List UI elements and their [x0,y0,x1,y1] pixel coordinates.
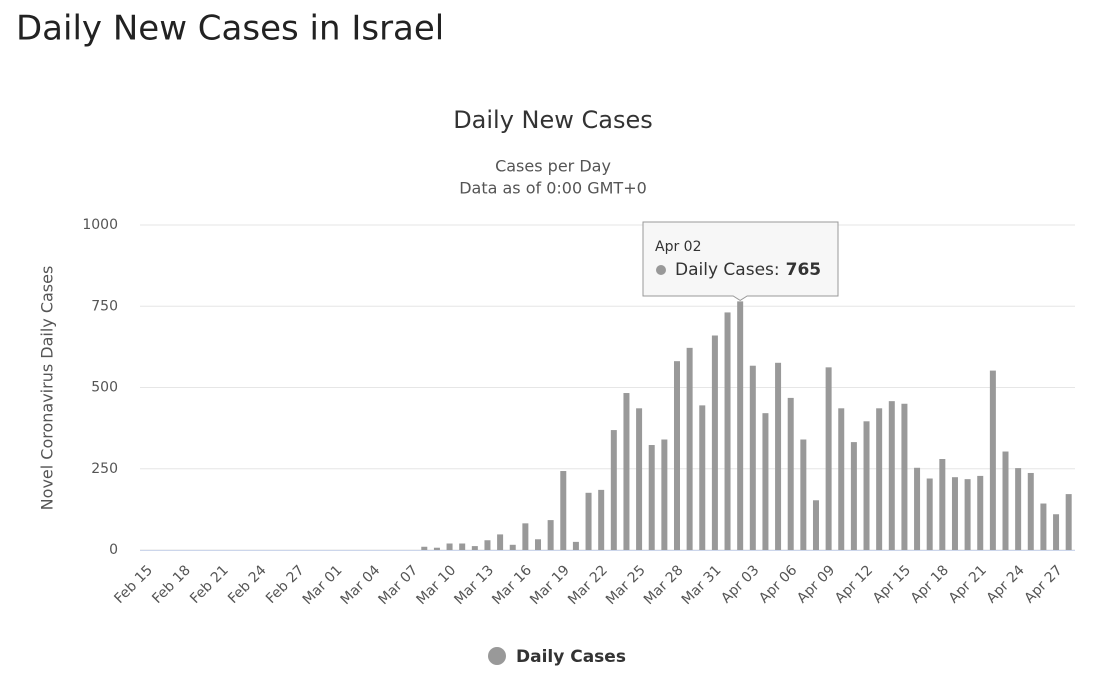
bar [977,475,984,550]
x-tick-label: Feb 21 [187,562,232,607]
x-tick-label: Mar 22 [565,562,611,608]
tooltip-marker [656,265,666,275]
tooltip-date: Apr 02 [655,239,701,255]
bar [901,403,908,550]
y-tick-label: 500 [91,380,118,396]
tooltip: Apr 02 Daily Cases: 765 [642,221,839,301]
x-tick-label: Mar 04 [338,562,384,608]
bar [623,393,630,550]
bar [648,445,655,550]
bar [484,540,491,550]
x-tick-label: Mar 13 [451,562,497,608]
x-tick-label: Apr 24 [984,562,1028,606]
x-tick-label: Apr 21 [946,562,990,606]
bar [964,479,971,550]
bar [914,467,921,550]
bar [585,492,592,550]
bar [850,442,857,550]
chart-subtitle: Cases per Day [495,157,611,176]
x-tick-label: Mar 07 [376,562,422,608]
bar [939,459,946,550]
bar [560,471,567,550]
bar [749,365,756,550]
bar [509,544,516,550]
bar [1002,451,1009,550]
tooltip-value: 765 [786,260,822,280]
bar [812,500,819,550]
bar [1027,472,1034,550]
tooltip-label: Daily Cases: [675,260,780,280]
bar [547,520,554,550]
bar [572,541,579,550]
tooltip-box [642,221,839,301]
bar [497,534,504,550]
bar [762,413,769,550]
bar [951,477,958,550]
bar [636,408,643,550]
bar [699,405,706,550]
bar [661,439,668,550]
x-tick-label: Feb 24 [225,562,270,607]
bar [1040,503,1047,550]
bar [459,543,466,550]
legend-label: Daily Cases [516,647,626,667]
bar [888,401,895,550]
x-tick-label: Feb 18 [149,562,194,607]
chart-title: Daily New Cases [453,106,653,134]
y-tick-label: 0 [109,542,118,558]
x-tick-label: Apr 15 [870,562,914,606]
bar [711,335,718,550]
x-tick-label: Apr 09 [794,562,838,606]
bar [838,408,845,550]
bar [787,397,794,550]
x-tick-label: Mar 01 [300,562,346,608]
bar [1065,494,1072,550]
x-tick-label: Apr 12 [832,562,876,606]
bar [598,489,605,550]
bar [876,408,883,550]
bar [673,361,680,550]
bar [1015,468,1022,550]
x-tick-label: Mar 25 [603,562,649,608]
tooltip-text: Daily Cases: 765 [675,260,821,280]
bar [433,547,440,550]
bar [825,367,832,550]
x-tick-label: Feb 15 [111,562,156,607]
bar [926,478,933,550]
chart-subtitle: Data as of 0:00 GMT+0 [459,179,647,198]
x-tick-label: Mar 10 [413,562,459,608]
bar [471,546,478,550]
bar [775,362,782,550]
x-tick-label: Apr 03 [718,562,762,606]
bar [686,347,693,550]
bar [446,543,453,550]
bar [737,301,744,550]
x-tick-label: Apr 18 [908,562,952,606]
y-tick-label: 750 [91,298,118,314]
page-title: Daily New Cases in Israel [16,9,444,49]
bar [863,421,870,550]
legend-marker [488,647,506,665]
x-tick-label: Mar 16 [489,562,535,608]
bar [1053,514,1060,550]
x-tick-label: Mar 28 [641,562,687,608]
x-tick-label: Mar 19 [527,562,573,608]
y-axis-title: Novel Coronavirus Daily Cases [38,266,57,511]
y-tick-label: 250 [91,461,118,477]
bar [522,523,529,550]
x-tick-label: Apr 06 [756,562,800,606]
bar [610,430,617,550]
x-tick-label: Feb 27 [263,562,308,607]
bar [535,539,542,550]
bar [800,439,807,550]
x-tick-label: Apr 27 [1022,562,1066,606]
y-tick-label: 1000 [82,217,118,233]
bar [421,546,428,550]
bar [724,312,731,550]
bar [989,370,996,550]
x-tick-label: Mar 31 [679,562,725,608]
